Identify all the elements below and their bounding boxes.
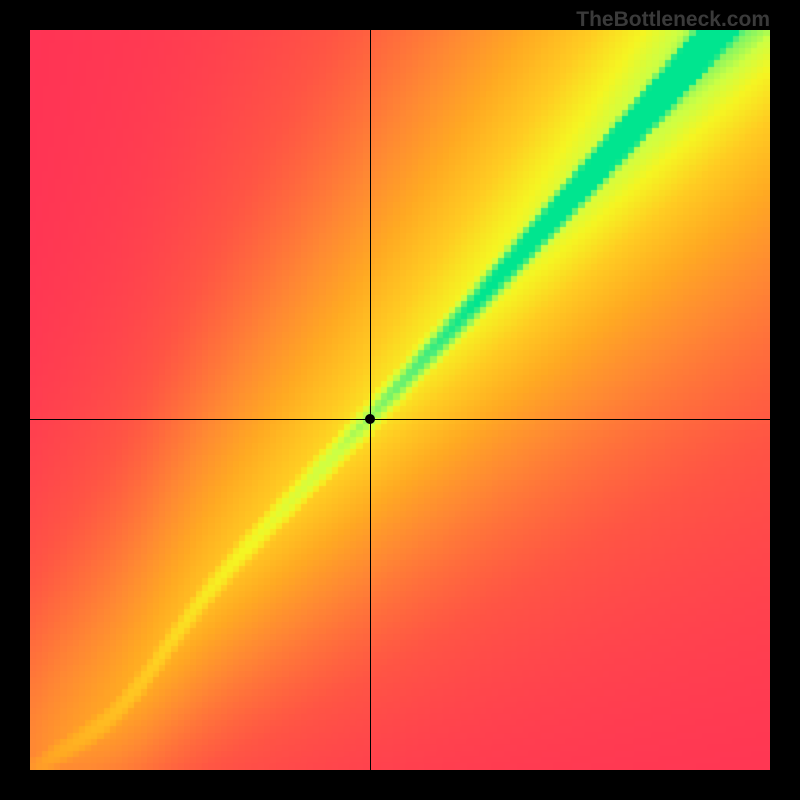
crosshair-marker <box>365 414 375 424</box>
heatmap-canvas <box>30 30 770 770</box>
watermark-text: TheBottleneck.com <box>576 8 770 32</box>
heatmap-plot <box>30 30 770 770</box>
crosshair-vertical <box>370 30 371 770</box>
crosshair-horizontal <box>30 419 770 420</box>
